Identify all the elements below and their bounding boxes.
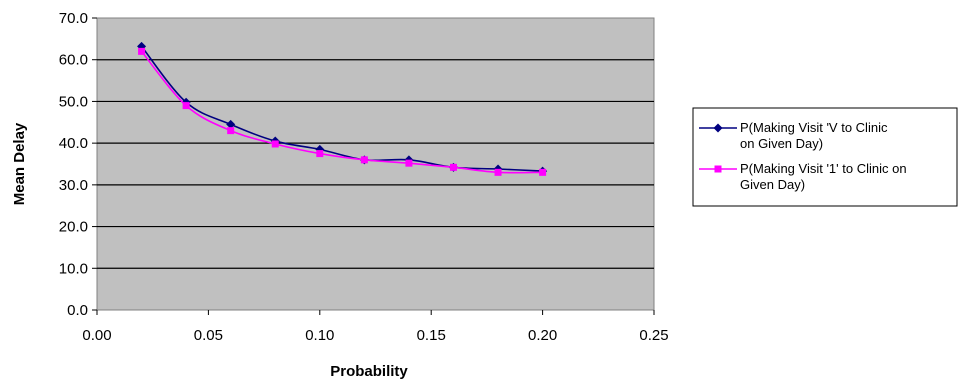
grid-lines xyxy=(97,59,654,269)
y-axis-title: Mean Delay xyxy=(11,122,28,205)
y-tick-label: 40.0 xyxy=(59,135,88,152)
y-tick-label: 10.0 xyxy=(59,260,88,277)
series-2-point xyxy=(539,168,547,176)
series-2-line xyxy=(140,50,543,174)
legend-box xyxy=(692,107,958,207)
y-axis-ticks: 0.0 10.0 20.0 30.0 40.0 50.0 60.0 70.0 xyxy=(59,10,97,319)
y-tick-label: 20.0 xyxy=(59,219,88,236)
y-tick-label: 50.0 xyxy=(59,93,88,110)
x-tick-label: 0.05 xyxy=(194,327,223,344)
series-2-point xyxy=(182,102,190,110)
x-axis-title: Probability xyxy=(330,363,408,380)
x-tick-label: 0.00 xyxy=(82,327,111,344)
plot-area xyxy=(96,17,655,311)
x-tick-label: 0.20 xyxy=(528,327,557,344)
legend-label: P(Making Visit '1' to Clinic on xyxy=(740,161,907,176)
legend-label: on Given Day) xyxy=(740,136,823,151)
series-2-point xyxy=(405,159,413,167)
y-tick-label: 70.0 xyxy=(59,10,88,27)
legend-swatch-marker xyxy=(713,123,723,133)
series-2-point xyxy=(316,150,324,158)
x-axis-ticks: 0.00 0.05 0.10 0.15 0.20 0.25 xyxy=(82,310,669,344)
series-1-point xyxy=(226,119,236,129)
series-2-point xyxy=(449,163,457,171)
y-tick-label: 0.0 xyxy=(67,302,88,319)
series-2-point xyxy=(360,156,368,164)
series-2-point xyxy=(227,127,235,135)
legend-swatch-marker xyxy=(714,165,722,173)
legend-label: Given Day) xyxy=(740,177,805,192)
x-tick-label: 0.25 xyxy=(639,327,668,344)
series-layer xyxy=(137,41,548,176)
series-2 xyxy=(138,47,547,176)
series-2-point xyxy=(138,47,146,55)
legend-label: P(Making Visit 'V to Clinic xyxy=(740,120,888,135)
y-tick-label: 60.0 xyxy=(59,52,88,69)
y-tick-label: 30.0 xyxy=(59,177,88,194)
series-2-point xyxy=(271,140,279,148)
x-tick-label: 0.15 xyxy=(417,327,446,344)
series-2-point xyxy=(494,168,502,176)
x-tick-label: 0.10 xyxy=(305,327,334,344)
series-1-line xyxy=(140,45,543,172)
